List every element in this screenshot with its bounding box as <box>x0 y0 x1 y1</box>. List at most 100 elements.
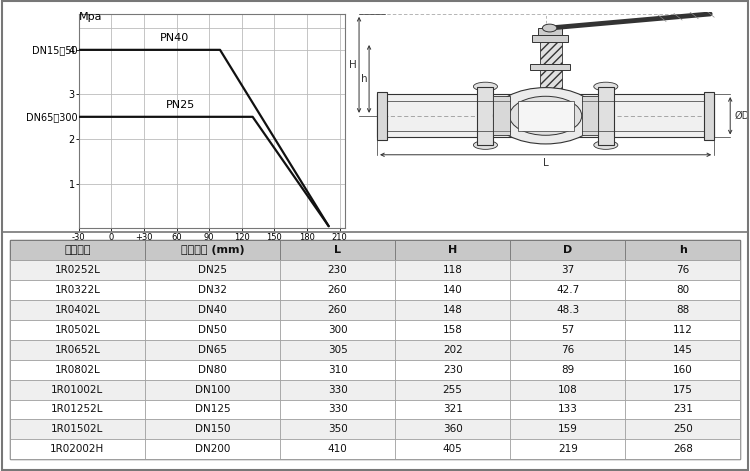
Text: 48.3: 48.3 <box>556 305 579 315</box>
Bar <box>145 280 280 300</box>
Text: 140: 140 <box>442 285 463 295</box>
Bar <box>626 320 740 340</box>
Bar <box>10 260 145 280</box>
Text: H: H <box>350 60 357 70</box>
Bar <box>10 420 145 439</box>
Bar <box>145 240 280 260</box>
Bar <box>10 399 145 420</box>
Bar <box>510 320 626 340</box>
Bar <box>530 64 570 70</box>
Text: 89: 89 <box>561 365 574 374</box>
Bar <box>280 280 395 300</box>
Bar <box>626 280 740 300</box>
Bar <box>494 96 509 135</box>
Text: DN15－50: DN15－50 <box>32 45 78 55</box>
Text: 1R0322L: 1R0322L <box>54 285 100 295</box>
Text: DN80: DN80 <box>198 365 227 374</box>
Text: 231: 231 <box>673 405 693 414</box>
Bar <box>538 28 562 34</box>
Bar <box>280 399 395 420</box>
Text: Mpa: Mpa <box>79 12 102 22</box>
Ellipse shape <box>473 141 497 149</box>
Text: PN25: PN25 <box>166 100 195 110</box>
Text: 260: 260 <box>328 285 347 295</box>
Text: 1R0652L: 1R0652L <box>54 345 100 355</box>
Bar <box>280 320 395 340</box>
Text: 108: 108 <box>558 384 578 395</box>
Text: 159: 159 <box>558 424 578 434</box>
Text: 1R01002L: 1R01002L <box>51 384 104 395</box>
Text: 250: 250 <box>673 424 693 434</box>
Text: h: h <box>362 74 368 84</box>
Ellipse shape <box>594 141 618 149</box>
Text: 133: 133 <box>558 405 578 414</box>
Text: 145: 145 <box>673 345 693 355</box>
Text: 255: 255 <box>442 384 463 395</box>
Text: 76: 76 <box>676 265 689 275</box>
Bar <box>395 320 510 340</box>
Text: 350: 350 <box>328 424 347 434</box>
Bar <box>395 300 510 320</box>
Text: 1R0802L: 1R0802L <box>55 365 100 374</box>
Text: 230: 230 <box>328 265 347 275</box>
Bar <box>598 87 613 145</box>
Text: 360: 360 <box>442 424 463 434</box>
Bar <box>510 260 626 280</box>
Bar <box>626 420 740 439</box>
Bar <box>510 380 626 399</box>
Bar <box>280 360 395 380</box>
Text: 118: 118 <box>442 265 463 275</box>
Text: 330: 330 <box>328 405 347 414</box>
Bar <box>280 439 395 459</box>
Text: 321: 321 <box>442 405 463 414</box>
Text: 148: 148 <box>442 305 463 315</box>
Text: L: L <box>334 245 341 255</box>
Text: DN32: DN32 <box>198 285 227 295</box>
Bar <box>377 94 514 138</box>
Bar <box>10 240 145 260</box>
Text: 76: 76 <box>561 345 574 355</box>
Text: DN25: DN25 <box>198 265 227 275</box>
Text: 1R01502L: 1R01502L <box>51 424 104 434</box>
Bar <box>145 320 280 340</box>
Bar <box>704 92 714 139</box>
Text: DN125: DN125 <box>195 405 230 414</box>
Bar <box>510 340 626 360</box>
Text: 300: 300 <box>328 325 347 335</box>
Bar <box>395 439 510 459</box>
Bar <box>280 420 395 439</box>
Bar <box>510 280 626 300</box>
Bar <box>145 300 280 320</box>
Text: 305: 305 <box>328 345 347 355</box>
Bar <box>626 340 740 360</box>
Text: DN50: DN50 <box>198 325 227 335</box>
Ellipse shape <box>473 82 497 91</box>
Bar <box>539 70 562 96</box>
Text: PN40: PN40 <box>160 33 190 43</box>
Ellipse shape <box>594 82 618 91</box>
Text: ℃: ℃ <box>343 247 354 257</box>
Circle shape <box>494 88 598 144</box>
Text: 175: 175 <box>673 384 693 395</box>
Text: 80: 80 <box>676 285 689 295</box>
Bar <box>626 260 740 280</box>
Text: 230: 230 <box>442 365 463 374</box>
Text: h: h <box>679 245 687 255</box>
Text: 405: 405 <box>442 444 463 455</box>
Bar <box>395 399 510 420</box>
Circle shape <box>542 24 556 32</box>
Bar <box>10 340 145 360</box>
Bar <box>280 300 395 320</box>
Text: H: H <box>448 245 458 255</box>
Bar <box>395 280 510 300</box>
Bar <box>510 420 626 439</box>
Text: 260: 260 <box>328 305 347 315</box>
Bar <box>395 360 510 380</box>
Bar <box>510 399 626 420</box>
Bar <box>145 360 280 380</box>
Circle shape <box>509 96 582 135</box>
Bar <box>280 260 395 280</box>
Bar <box>145 260 280 280</box>
Text: 1R02002H: 1R02002H <box>50 444 104 455</box>
Text: 57: 57 <box>561 325 574 335</box>
